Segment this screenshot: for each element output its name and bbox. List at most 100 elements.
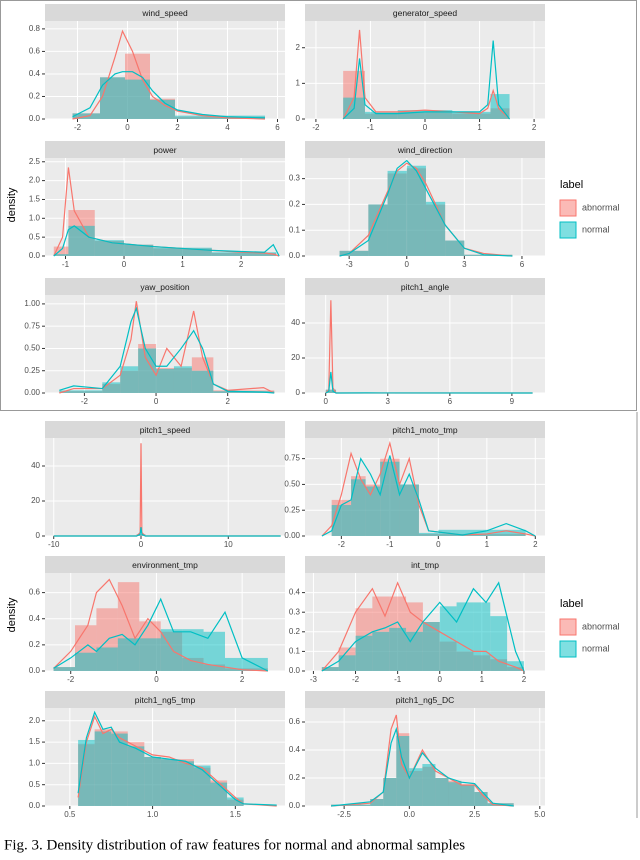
y-tick-label: 1.00	[24, 299, 40, 308]
x-tick-label: -1	[394, 675, 402, 684]
x-tick-label: 2.5	[469, 810, 481, 819]
x-tick-label: -2	[74, 123, 82, 132]
histogram-bar	[191, 370, 214, 393]
x-tick-label: -3	[310, 675, 318, 684]
y-tick-label: 0.4	[29, 614, 41, 623]
x-tick-label: 0.0	[404, 810, 416, 819]
facet-title: generator_speed	[393, 8, 458, 18]
density-curve	[342, 29, 510, 120]
histogram-bar	[445, 240, 465, 256]
y-tick-label: 0.0	[289, 801, 301, 810]
x-tick-label: -2.5	[337, 810, 351, 819]
histogram-bar	[387, 170, 407, 256]
histogram-bar	[422, 764, 436, 806]
y-tick-label: 2.0	[29, 716, 41, 725]
y-tick-label: 0.75	[284, 454, 300, 463]
y-tick-label: 0.6	[289, 717, 301, 726]
histogram-bar	[53, 254, 69, 256]
x-tick-label: 6	[520, 260, 525, 269]
legend-title: label	[560, 179, 583, 191]
histogram-bar	[75, 652, 97, 671]
strip	[305, 691, 545, 708]
histogram-bar	[370, 799, 384, 806]
histogram-bar	[124, 244, 154, 256]
strip	[305, 556, 545, 573]
y-tick-label: 0.0	[289, 251, 301, 260]
y-tick-label: 0.25	[284, 505, 300, 514]
density-curve	[53, 225, 280, 257]
density-curve	[321, 581, 525, 672]
y-tick-label: 2.0	[29, 176, 41, 185]
x-tick-label: 1.0	[147, 810, 159, 819]
y-tick-label: 1.5	[29, 737, 41, 746]
y-tick-label: 0.4	[29, 69, 41, 78]
x-tick-label: 6	[275, 123, 280, 132]
y-tick-label: 0.0	[289, 666, 301, 675]
y-tick-label: 2.5	[29, 157, 41, 166]
histogram-bar	[425, 201, 446, 256]
y-tick-label: 0.5	[29, 232, 41, 241]
histogram-bar	[435, 778, 449, 806]
y-tick-label: 2	[296, 43, 301, 52]
density-curve	[77, 714, 277, 807]
y-tick-label: 40	[291, 318, 300, 327]
histogram-bar	[321, 667, 339, 671]
facet: int_tmp 0.0 0.1 0.2 0.3 0.4 -3 -2 -1 0 1 2	[289, 556, 545, 684]
x-tick-label: 0	[154, 397, 159, 406]
histogram-bar	[409, 768, 423, 806]
histogram-bar	[422, 622, 440, 671]
x-tick-label: 9	[510, 397, 515, 406]
facet: pitch1_moto_tmp 0.00 0.25 0.50 0.75 -2 -1 0 1 2	[284, 421, 545, 549]
x-tick-label: 2	[239, 260, 244, 269]
histogram-bar	[339, 250, 369, 256]
y-tick-label: 0.2	[289, 200, 301, 209]
x-tick-label: 0	[139, 540, 144, 549]
histogram-bar	[53, 246, 69, 256]
histogram-bar	[438, 529, 526, 536]
x-tick-label: 3	[462, 260, 467, 269]
x-tick-label: 0	[423, 123, 428, 132]
histogram-bar	[160, 629, 183, 671]
x-tick-label: -2	[338, 540, 346, 549]
facet: generator_speed 0 1 2 -2 -1 0 1 2	[296, 4, 545, 132]
histogram-bar	[210, 782, 228, 806]
y-tick-label: 0.75	[24, 321, 40, 330]
legend-key	[559, 640, 577, 658]
x-tick-label: -1	[367, 123, 375, 132]
y-tick-label: 0.2	[29, 640, 41, 649]
y-tick-label: 0.3	[289, 607, 301, 616]
histogram-bar	[227, 797, 244, 806]
y-tick-label: 0.0	[29, 801, 41, 810]
histogram-bar	[456, 602, 474, 671]
histogram-bar	[120, 366, 139, 393]
histogram-bar	[331, 505, 352, 536]
y-tick-label: 0.0	[29, 114, 41, 123]
y-tick-label: 0	[296, 388, 301, 397]
x-tick-label: 1	[480, 675, 485, 684]
y-tick-label: 0	[36, 531, 41, 540]
y-tick-label: 0.3	[289, 174, 301, 183]
x-tick-label: -2	[352, 675, 360, 684]
y-tick-label: 1	[296, 78, 301, 87]
strip	[305, 421, 545, 438]
x-tick-label: 2	[240, 675, 245, 684]
x-tick-label: -1	[62, 260, 70, 269]
histogram-bar	[406, 631, 423, 671]
histogram-bar	[225, 657, 268, 671]
histogram-bar	[127, 746, 145, 806]
x-tick-label: 5.0	[534, 810, 546, 819]
density-curve	[331, 714, 514, 807]
density-curve	[77, 710, 277, 806]
y-tick-label: 40	[31, 461, 40, 470]
facet-title: pitch1_ng5_tmp	[135, 695, 196, 705]
histogram-bar	[102, 382, 121, 393]
x-tick-label: 2	[532, 123, 537, 132]
histogram-bar	[211, 252, 277, 256]
x-tick-label: 2	[522, 675, 527, 684]
strip	[305, 4, 545, 21]
histogram-bar	[150, 99, 175, 119]
facet-title: power	[153, 145, 176, 155]
facet-title: wind_speed	[141, 8, 188, 18]
